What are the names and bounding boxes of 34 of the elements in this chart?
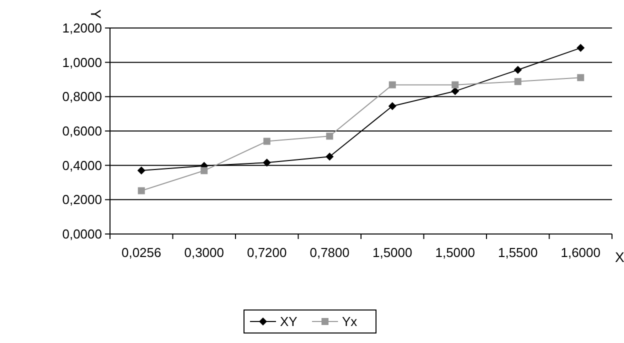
x-tick-label: 0,3000	[184, 245, 224, 260]
y-tick-label: 0,0000	[62, 226, 102, 242]
x-tick-label: 1,5500	[498, 245, 538, 260]
point	[262, 158, 271, 167]
legend-label: XY	[280, 314, 298, 330]
x-tick-label: 0,0256	[121, 245, 162, 260]
point	[451, 87, 460, 96]
point	[577, 74, 584, 82]
x-tick-label: 1,5000	[372, 245, 412, 260]
point	[138, 187, 145, 194]
x-tick-label: 1,6000	[560, 245, 601, 260]
y-tick-label: 1,0000	[62, 54, 102, 70]
y-tick-label: 0,2000	[62, 192, 102, 208]
x-axis-title: X	[615, 249, 624, 265]
x-tick-label: 0,7800	[310, 245, 350, 260]
x-tick-label: 0,7200	[246, 245, 287, 260]
point	[514, 66, 522, 74]
y-axis-title: Y	[88, 9, 104, 20]
point	[137, 166, 146, 174]
point	[576, 44, 585, 52]
point	[388, 81, 396, 88]
point	[514, 78, 522, 86]
y-tick-label: 0,4000	[62, 158, 102, 173]
y-tick-label: 0,6000	[62, 124, 102, 139]
point	[263, 138, 270, 145]
point	[388, 102, 396, 110]
legend-label: Yx	[342, 314, 358, 330]
point	[326, 132, 334, 140]
point	[200, 167, 208, 174]
y-tick-label: 1,2000	[62, 20, 102, 36]
y-tick-label: 0,8000	[62, 89, 102, 104]
point	[326, 152, 334, 161]
x-tick-label: 1,5000	[435, 245, 476, 260]
point	[452, 81, 459, 88]
